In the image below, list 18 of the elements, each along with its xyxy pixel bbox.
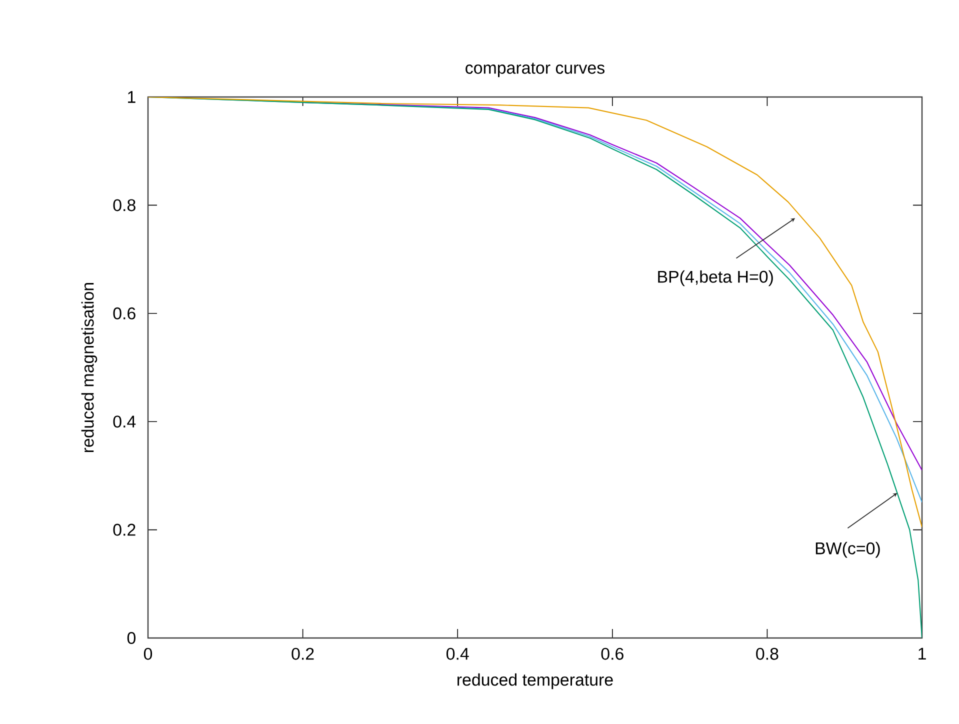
x-tick-label: 0.4: [446, 648, 469, 660]
line-series: [148, 96, 922, 638]
y-tick-label: 0.8: [113, 199, 136, 212]
y-tick-label: 1: [128, 91, 136, 103]
chart-title: comparator curves: [466, 62, 604, 78]
y-axis-title: reduced magnetisation: [81, 282, 98, 452]
x-tick-label: 0.8: [756, 648, 778, 660]
y-tick-label: 0.4: [113, 416, 136, 428]
x-tick-label: 0.2: [292, 648, 314, 660]
x-tick-label: 1: [918, 648, 926, 660]
y-tick-label: 0.6: [113, 307, 136, 320]
x-tick-label: 0: [144, 648, 152, 660]
y-tick-label: 0.2: [113, 524, 136, 536]
annotation: BW(c=0): [816, 542, 880, 558]
annotation: BP(4,beta H=0): [658, 270, 773, 286]
x-axis-title: reduced temperature: [458, 673, 613, 690]
x-tick-label: 0.6: [601, 648, 624, 660]
y-tick-label: 0: [127, 632, 136, 644]
